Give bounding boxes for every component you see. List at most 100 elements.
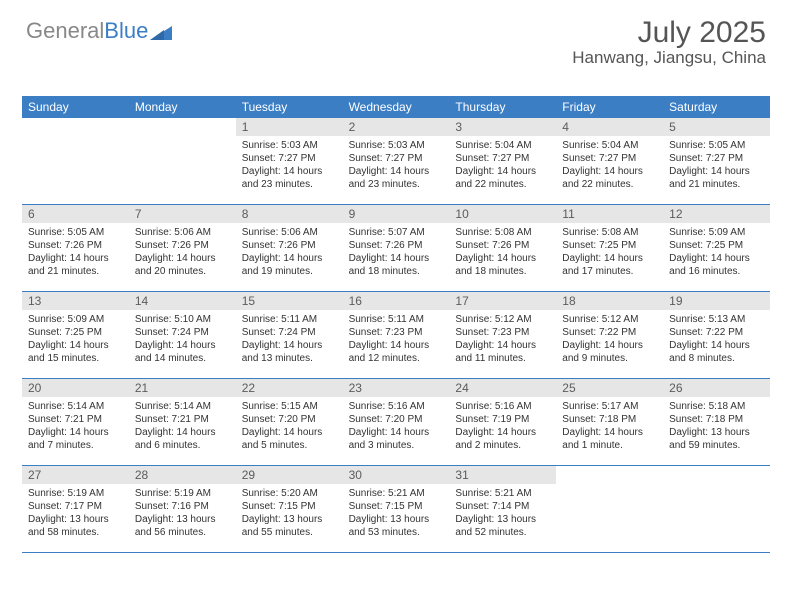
day-cell (663, 466, 770, 552)
daylight-text: Daylight: 13 hours and 52 minutes. (455, 513, 550, 539)
daylight-text: Daylight: 14 hours and 12 minutes. (349, 339, 444, 365)
daylight-text: Daylight: 14 hours and 11 minutes. (455, 339, 550, 365)
day-info: Sunrise: 5:18 AMSunset: 7:18 PMDaylight:… (663, 397, 770, 456)
day-number: 29 (236, 466, 343, 484)
day-cell: 14Sunrise: 5:10 AMSunset: 7:24 PMDayligh… (129, 292, 236, 378)
day-info: Sunrise: 5:15 AMSunset: 7:20 PMDaylight:… (236, 397, 343, 456)
day-number: 16 (343, 292, 450, 310)
day-info: Sunrise: 5:12 AMSunset: 7:22 PMDaylight:… (556, 310, 663, 369)
dayname-friday: Friday (556, 96, 663, 118)
day-info: Sunrise: 5:13 AMSunset: 7:22 PMDaylight:… (663, 310, 770, 369)
sunrise-text: Sunrise: 5:18 AM (669, 400, 764, 413)
sunrise-text: Sunrise: 5:08 AM (455, 226, 550, 239)
day-number: 4 (556, 118, 663, 136)
week-row: 27Sunrise: 5:19 AMSunset: 7:17 PMDayligh… (22, 466, 770, 553)
day-cell: 9Sunrise: 5:07 AMSunset: 7:26 PMDaylight… (343, 205, 450, 291)
daylight-text: Daylight: 13 hours and 53 minutes. (349, 513, 444, 539)
day-cell: 5Sunrise: 5:05 AMSunset: 7:27 PMDaylight… (663, 118, 770, 204)
sunrise-text: Sunrise: 5:05 AM (28, 226, 123, 239)
day-cell: 18Sunrise: 5:12 AMSunset: 7:22 PMDayligh… (556, 292, 663, 378)
day-info: Sunrise: 5:11 AMSunset: 7:24 PMDaylight:… (236, 310, 343, 369)
sunrise-text: Sunrise: 5:19 AM (135, 487, 230, 500)
day-cell: 25Sunrise: 5:17 AMSunset: 7:18 PMDayligh… (556, 379, 663, 465)
day-info: Sunrise: 5:16 AMSunset: 7:20 PMDaylight:… (343, 397, 450, 456)
sunrise-text: Sunrise: 5:16 AM (455, 400, 550, 413)
day-cell: 1 Sunrise: 5:03 AMSunset: 7:27 PMDaylight… (236, 118, 343, 204)
day-info: Sunrise: 5:14 AMSunset: 7:21 PMDaylight:… (22, 397, 129, 456)
sunset-text: Sunset: 7:26 PM (455, 239, 550, 252)
sunrise-text: Sunrise: 5:10 AM (135, 313, 230, 326)
sunrise-text: Sunrise: 5:04 AM (562, 139, 657, 152)
day-info: Sunrise: 5:14 AMSunset: 7:21 PMDaylight:… (129, 397, 236, 456)
week-row: 1Sunrise: 5:03 AMSunset: 7:27 PMDaylight… (22, 118, 770, 205)
day-cell: 30Sunrise: 5:21 AMSunset: 7:15 PMDayligh… (343, 466, 450, 552)
title-block: July 2025 Hanwang, Jiangsu, China (572, 16, 766, 68)
daylight-text: Daylight: 13 hours and 59 minutes. (669, 426, 764, 452)
logo-text-1: General (26, 18, 104, 44)
day-number: 3 (449, 118, 556, 136)
daylight-text: Daylight: 14 hours and 5 minutes. (242, 426, 337, 452)
sunset-text: Sunset: 7:23 PM (349, 326, 444, 339)
sunrise-text: Sunrise: 5:20 AM (242, 487, 337, 500)
daylight-text: Daylight: 14 hours and 19 minutes. (242, 252, 337, 278)
week-row: 20Sunrise: 5:14 AMSunset: 7:21 PMDayligh… (22, 379, 770, 466)
dayname-tuesday: Tuesday (236, 96, 343, 118)
sunset-text: Sunset: 7:26 PM (242, 239, 337, 252)
sunset-text: Sunset: 7:25 PM (669, 239, 764, 252)
day-number: 6 (22, 205, 129, 223)
sunrise-text: Sunrise: 5:15 AM (242, 400, 337, 413)
day-number: 2 (343, 118, 450, 136)
day-number: 1 (236, 118, 343, 136)
day-cell: 23Sunrise: 5:16 AMSunset: 7:20 PMDayligh… (343, 379, 450, 465)
day-info: Sunrise: 5:21 AMSunset: 7:14 PMDaylight:… (449, 484, 556, 543)
sunrise-text: Sunrise: 5:07 AM (349, 226, 444, 239)
sunrise-text: Sunrise: 5:12 AM (562, 313, 657, 326)
day-info: Sunrise: 5:09 AMSunset: 7:25 PMDaylight:… (22, 310, 129, 369)
day-number: 27 (22, 466, 129, 484)
sunset-text: Sunset: 7:27 PM (669, 152, 764, 165)
day-cell: 2Sunrise: 5:03 AMSunset: 7:27 PMDaylight… (343, 118, 450, 204)
daylight-text: Daylight: 14 hours and 20 minutes. (135, 252, 230, 278)
day-number: 22 (236, 379, 343, 397)
sunset-text: Sunset: 7:26 PM (135, 239, 230, 252)
sunrise-text: Sunrise: 5:09 AM (669, 226, 764, 239)
week-row: 13Sunrise: 5:09 AMSunset: 7:25 PMDayligh… (22, 292, 770, 379)
daylight-text: Daylight: 14 hours and 23 minutes. (242, 165, 337, 191)
day-info: Sunrise: 5:03 AMSunset: 7:27 PMDaylight:… (343, 136, 450, 195)
sunset-text: Sunset: 7:25 PM (28, 326, 123, 339)
sunset-text: Sunset: 7:20 PM (242, 413, 337, 426)
day-number: 25 (556, 379, 663, 397)
daylight-text: Daylight: 13 hours and 56 minutes. (135, 513, 230, 539)
sunset-text: Sunset: 7:26 PM (28, 239, 123, 252)
day-cell: 20Sunrise: 5:14 AMSunset: 7:21 PMDayligh… (22, 379, 129, 465)
sunrise-text: Sunrise: 5:03 AM (349, 139, 444, 152)
sunset-text: Sunset: 7:23 PM (455, 326, 550, 339)
daylight-text: Daylight: 14 hours and 17 minutes. (562, 252, 657, 278)
sunset-text: Sunset: 7:27 PM (242, 152, 337, 165)
daylight-text: Daylight: 14 hours and 2 minutes. (455, 426, 550, 452)
day-info: Sunrise: 5:07 AMSunset: 7:26 PMDaylight:… (343, 223, 450, 282)
day-cell: 31Sunrise: 5:21 AMSunset: 7:14 PMDayligh… (449, 466, 556, 552)
location: Hanwang, Jiangsu, China (572, 48, 766, 68)
day-cell: 26Sunrise: 5:18 AMSunset: 7:18 PMDayligh… (663, 379, 770, 465)
sunrise-text: Sunrise: 5:17 AM (562, 400, 657, 413)
day-number: 8 (236, 205, 343, 223)
day-header-row: Sunday Monday Tuesday Wednesday Thursday… (22, 96, 770, 118)
daylight-text: Daylight: 14 hours and 6 minutes. (135, 426, 230, 452)
daylight-text: Daylight: 14 hours and 16 minutes. (669, 252, 764, 278)
day-number: 12 (663, 205, 770, 223)
sunrise-text: Sunrise: 5:06 AM (135, 226, 230, 239)
day-info: Sunrise: 5:17 AMSunset: 7:18 PMDaylight:… (556, 397, 663, 456)
sunrise-text: Sunrise: 5:04 AM (455, 139, 550, 152)
day-number: 28 (129, 466, 236, 484)
sunrise-text: Sunrise: 5:03 AM (242, 139, 337, 152)
day-number: 11 (556, 205, 663, 223)
dayname-wednesday: Wednesday (343, 96, 450, 118)
sunset-text: Sunset: 7:20 PM (349, 413, 444, 426)
day-info: Sunrise: 5:05 AMSunset: 7:27 PMDaylight:… (663, 136, 770, 195)
day-cell: 16Sunrise: 5:11 AMSunset: 7:23 PMDayligh… (343, 292, 450, 378)
weeks-container: 1Sunrise: 5:03 AMSunset: 7:27 PMDaylight… (22, 118, 770, 553)
sunset-text: Sunset: 7:26 PM (349, 239, 444, 252)
day-cell (22, 118, 129, 204)
day-number: 14 (129, 292, 236, 310)
